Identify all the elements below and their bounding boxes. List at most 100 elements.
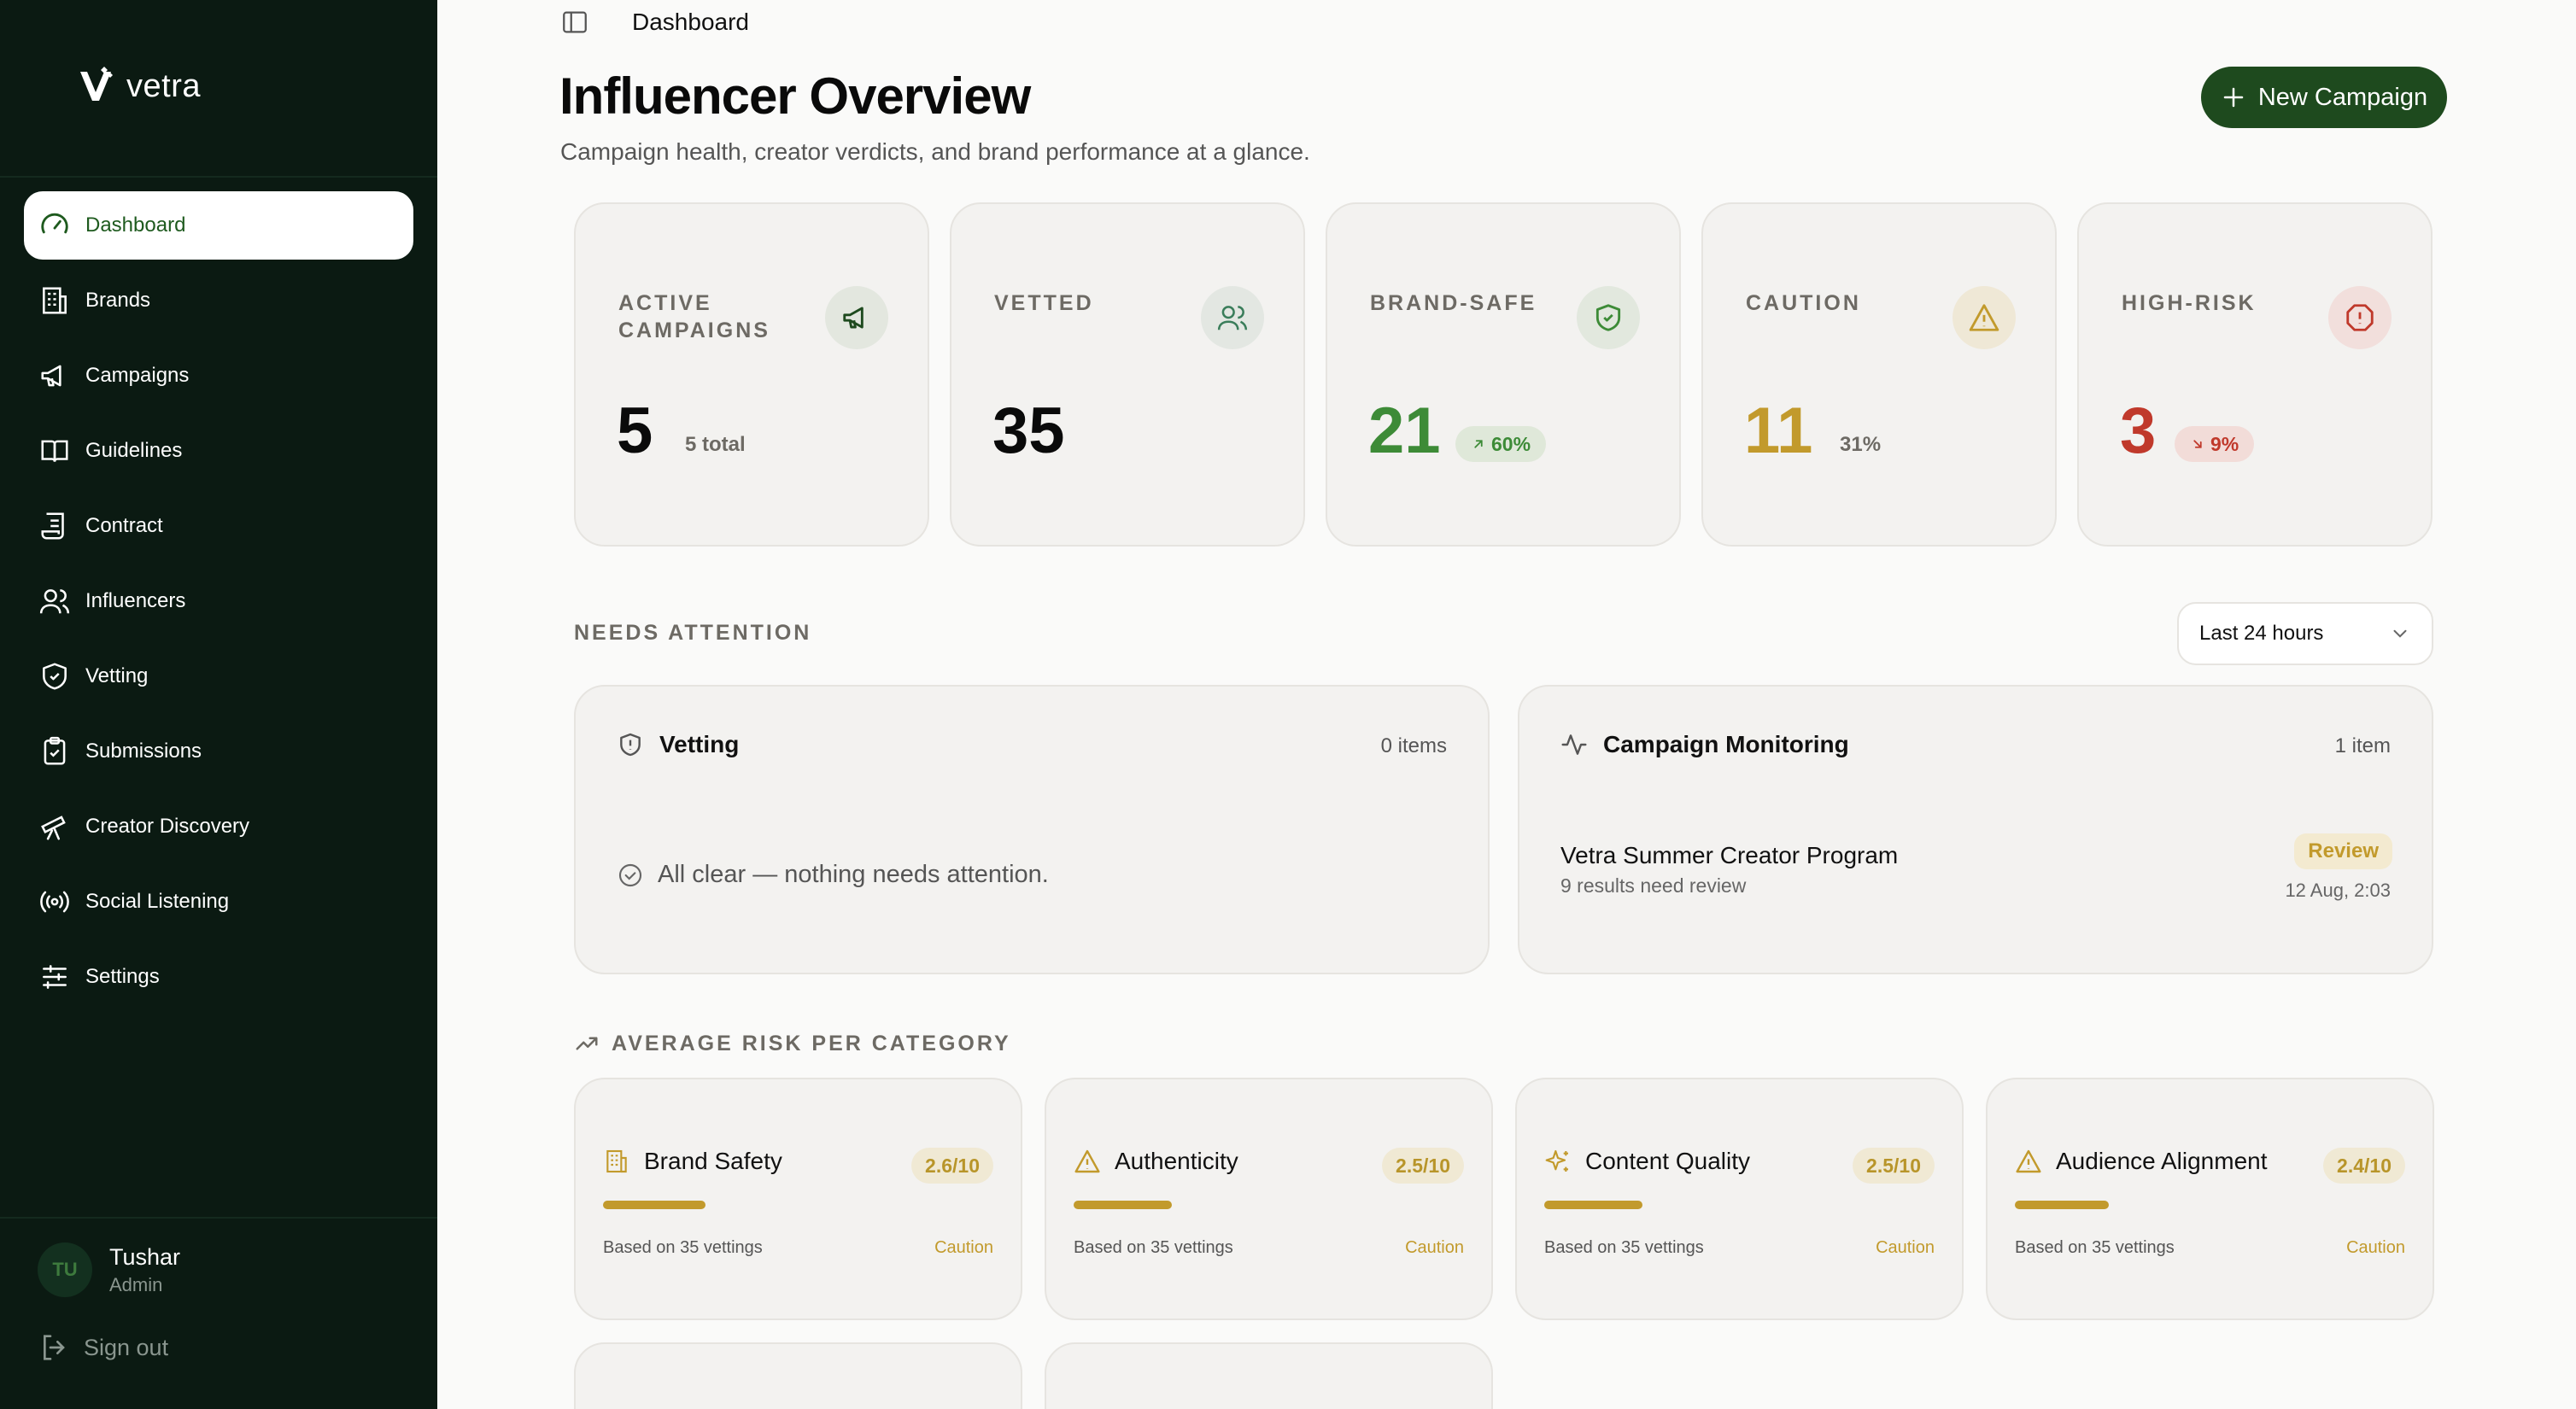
check-circle-icon [618,863,642,886]
stat-card-caution[interactable]: CAUTION 11 31% [1701,202,2057,547]
campaign-detail: 9 results need review [1560,874,1747,897]
shield-check-icon [38,659,72,693]
vetra-logo-icon [80,67,113,101]
telescope-icon [38,810,72,844]
sign-out-button[interactable]: Sign out [38,1330,168,1365]
time-range-select[interactable]: Last 24 hours [2177,602,2433,665]
stat-card-vetted[interactable]: VETTED 35 [950,202,1305,547]
sidebar-item-guidelines[interactable]: Guidelines [24,417,413,485]
user-profile[interactable]: TU Tushar Admin [38,1242,180,1297]
sparkles-icon [1545,1149,1568,1172]
warning-icon [1074,1149,1100,1173]
sidebar-toggle-icon[interactable] [560,8,589,37]
page-subtitle: Campaign health, creator verdicts, and b… [560,138,1310,165]
risk-name: Content Quality [1585,1148,1750,1174]
shield-check-icon [1577,286,1640,349]
sidebar-item-label: Social Listening [85,890,230,913]
book-icon [38,434,72,468]
risk-footnote: Based on 35 vettings [2015,1238,2175,1257]
topbar: Dashboard [560,7,749,38]
risk-score: 2.5/10 [1853,1148,1935,1184]
risk-card-partial[interactable] [1045,1342,1493,1409]
radio-icon [38,885,72,919]
stat-label: HIGH-RISK [2122,291,2257,315]
building-icon [38,284,72,318]
sidebar-item-label: Submissions [85,740,202,763]
alert-octagon-icon [2328,286,2392,349]
sidebar-item-vetting[interactable]: Vetting [24,642,413,710]
trend-badge: 60% [1455,426,1547,462]
risk-card-content-quality[interactable]: Content Quality 2.5/10 Based on 35 vetti… [1515,1078,1964,1320]
sidebar-item-influencers[interactable]: Influencers [24,567,413,635]
sidebar-item-label: Campaigns [85,364,190,387]
risk-bar [603,1201,996,1209]
risk-status: Caution [1876,1238,1935,1257]
stat-value: 11 [1744,395,1813,467]
sidebar-item-dashboard[interactable]: Dashboard [24,191,413,260]
stat-cards: ACTIVE CAMPAIGNS 5 5 total VETTED 35 BRA… [574,202,2433,547]
risk-status: Caution [1405,1238,1464,1257]
divider [0,1217,437,1219]
divider [0,176,437,178]
stat-card-active-campaigns[interactable]: ACTIVE CAMPAIGNS 5 5 total [574,202,929,547]
sidebar-item-campaigns[interactable]: Campaigns [24,342,413,410]
breadcrumb: Dashboard [632,9,749,35]
sidebar-item-label: Brands [85,289,151,312]
activity-icon [1561,734,1587,755]
user-role: Admin [109,1273,163,1295]
section-label-needs-attention: NEEDS ATTENTION [574,621,812,645]
sidebar-item-label: Dashboard [85,213,186,237]
stat-card-high-risk[interactable]: HIGH-RISK 3 9% [2077,202,2433,547]
sidebar-item-contract[interactable]: Contract [24,492,413,560]
sidebar-item-submissions[interactable]: Submissions [24,717,413,786]
sidebar-nav: Dashboard Brands Campaigns Guidelines Co… [24,191,413,1018]
megaphone-icon [38,359,72,393]
risk-card-partial[interactable] [574,1342,1022,1409]
vetting-attention-card[interactable]: Vetting 0 items All clear — nothing need… [574,685,1490,974]
risk-name: Audience Alignment [2056,1148,2268,1174]
card-title: Campaign Monitoring [1603,731,1849,757]
sidebar-item-label: Influencers [85,589,186,612]
item-count: 1 item [2334,734,2391,757]
arrow-up-right-icon [1474,440,1483,448]
stat-extra: 31% [1840,433,1882,456]
section-title: AVERAGE RISK PER CATEGORY [612,1031,1011,1055]
logo[interactable]: vetra [79,67,201,106]
trending-up-icon [576,1037,598,1050]
campaign-monitoring-card[interactable]: Campaign Monitoring 1 item Vetra Summer … [1518,685,2433,974]
stat-label: BRAND-SAFE [1370,291,1537,315]
risk-card-authenticity[interactable]: Authenticity 2.5/10 Based on 35 vettings… [1045,1078,1493,1320]
sidebar-item-settings[interactable]: Settings [24,943,413,1011]
risk-score: 2.5/10 [1382,1148,1464,1184]
risk-card-audience-alignment[interactable]: Audience Alignment 2.4/10 Based on 35 ve… [1986,1078,2434,1320]
sign-out-label: Sign out [84,1334,169,1360]
sidebar-item-creator-discovery[interactable]: Creator Discovery [24,792,413,861]
stat-value: 35 [992,395,1065,467]
stat-card-brand-safe[interactable]: BRAND-SAFE 21 60% [1326,202,1681,547]
sidebar-item-brands[interactable]: Brands [24,266,413,335]
warning-icon [2016,1149,2041,1173]
risk-bar [1544,1201,1937,1209]
sidebar-item-label: Vetting [85,664,149,687]
new-campaign-label: New Campaign [2257,83,2428,111]
trend-value: 60% [1491,432,1531,455]
timestamp: 12 Aug, 2:03 [2285,880,2391,901]
sidebar-item-label: Guidelines [85,439,183,462]
risk-footnote: Based on 35 vettings [603,1238,763,1257]
sidebar-item-social-listening[interactable]: Social Listening [24,868,413,936]
risk-footnote: Based on 35 vettings [1074,1238,1233,1257]
risk-bar-fill [2015,1201,2110,1209]
clipboard-check-icon [38,734,72,769]
time-range-value: Last 24 hours [2199,622,2324,645]
risk-footnote: Based on 35 vettings [1544,1238,1704,1257]
warning-icon [1952,286,2016,349]
risk-cards: Brand Safety 2.6/10 Based on 35 vettings… [574,1078,2434,1320]
risk-name: Authenticity [1115,1148,1238,1174]
risk-card-brand-safety[interactable]: Brand Safety 2.6/10 Based on 35 vettings… [574,1078,1022,1320]
campaign-name[interactable]: Vetra Summer Creator Program [1560,842,1899,868]
risk-bar-fill [1074,1201,1172,1209]
review-badge[interactable]: Review [2294,833,2392,869]
empty-state-text: All clear — nothing needs attention. [658,861,1049,888]
new-campaign-button[interactable]: New Campaign [2201,67,2447,128]
empty-state: All clear — nothing needs attention. [617,861,1049,889]
